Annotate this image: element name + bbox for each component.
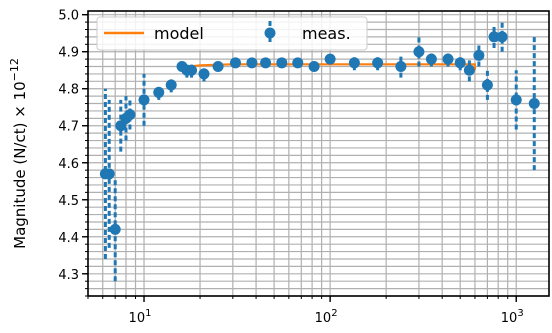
- data-point: [463, 64, 475, 76]
- meas-series: [99, 22, 540, 282]
- axes: [87, 10, 550, 297]
- data-point: [260, 57, 272, 69]
- data-point: [372, 57, 384, 69]
- data-point: [212, 61, 224, 73]
- data-point: [124, 109, 136, 121]
- data-point: [442, 53, 454, 65]
- data-point: [481, 79, 493, 91]
- ticks: 4.3 4.4 4.5 4.6 4.7 4.8 4.9 5.0 101 102 103: [58, 9, 523, 326]
- data-point: [308, 61, 320, 73]
- data-point: [413, 46, 425, 58]
- data-point: [276, 57, 288, 69]
- y-tick-label: 4.7: [58, 120, 79, 135]
- legend-model-label: model: [154, 24, 204, 43]
- data-point: [153, 86, 165, 98]
- data-point: [109, 223, 121, 235]
- data-point: [138, 94, 150, 106]
- x-tick-label: 101: [129, 308, 152, 326]
- data-point: [510, 94, 522, 106]
- legend-meas-label: meas.: [302, 24, 351, 43]
- y-tick-label: 4.6: [58, 157, 79, 172]
- legend-meas-marker: [264, 27, 276, 39]
- x-tick-label: 103: [501, 308, 524, 326]
- x-tick-label: 102: [315, 308, 338, 326]
- data-point: [229, 57, 241, 69]
- y-tick-label: 4.3: [58, 268, 79, 283]
- data-point: [348, 57, 360, 69]
- data-point: [496, 31, 508, 43]
- data-point: [473, 49, 485, 61]
- y-tick-label: 4.5: [58, 194, 79, 209]
- data-point: [488, 31, 500, 43]
- data-point: [425, 53, 437, 65]
- legend: model meas.: [96, 16, 368, 51]
- plot-frame: [87, 10, 550, 297]
- y-tick-label: 4.4: [58, 231, 79, 246]
- data-point: [395, 61, 407, 73]
- data-point: [198, 68, 210, 80]
- data-point: [324, 53, 336, 65]
- data-point: [528, 98, 540, 110]
- data-point: [246, 57, 258, 69]
- y-axis-label: Magnitude (N/ct) × 10−12: [8, 58, 29, 249]
- y-tick-label: 4.8: [58, 83, 79, 98]
- data-point: [103, 168, 115, 180]
- y-tick-label: 4.9: [58, 46, 79, 61]
- data-point: [165, 79, 177, 91]
- y-tick-label: 5.0: [58, 9, 79, 24]
- data-point: [292, 57, 304, 69]
- legend-box: [96, 16, 368, 51]
- data-point: [454, 57, 466, 69]
- data-point: [186, 64, 198, 76]
